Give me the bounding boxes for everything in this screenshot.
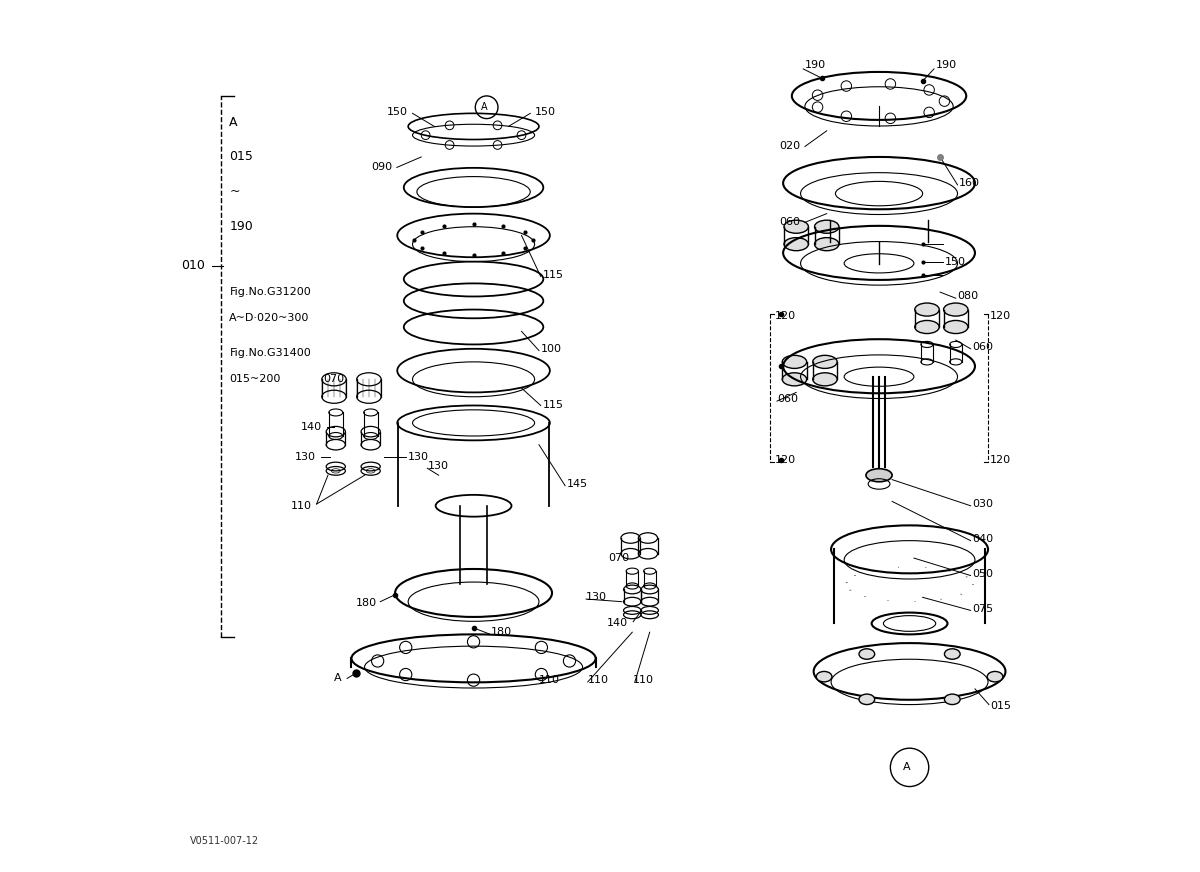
Text: 120: 120 [990, 310, 1010, 321]
Ellipse shape [782, 373, 806, 386]
Text: 115: 115 [544, 400, 564, 411]
Text: A: A [904, 762, 911, 773]
Text: 015~200: 015~200 [229, 374, 281, 385]
Text: 080: 080 [958, 291, 979, 302]
Text: 110: 110 [539, 675, 560, 685]
Text: A~D·020~300: A~D·020~300 [229, 313, 310, 324]
Text: A: A [334, 673, 342, 684]
Text: Fig.No.G31200: Fig.No.G31200 [229, 287, 311, 297]
Text: V0511-007-12: V0511-007-12 [190, 836, 259, 847]
Text: 120: 120 [990, 455, 1010, 466]
Ellipse shape [816, 671, 832, 682]
Text: 100: 100 [541, 344, 562, 354]
Text: 075: 075 [972, 603, 994, 614]
Text: 110: 110 [290, 501, 312, 511]
Ellipse shape [914, 321, 940, 333]
Ellipse shape [812, 356, 838, 369]
Text: 150: 150 [534, 106, 556, 117]
Text: 115: 115 [544, 269, 564, 280]
Text: 060: 060 [779, 217, 799, 228]
Text: A: A [229, 116, 238, 128]
Ellipse shape [944, 649, 960, 659]
Text: 145: 145 [566, 479, 588, 489]
Text: 180: 180 [356, 598, 377, 609]
Text: 120: 120 [774, 310, 796, 321]
Ellipse shape [784, 238, 809, 251]
Text: 030: 030 [972, 499, 994, 509]
Text: A: A [481, 102, 487, 112]
Text: 110: 110 [588, 675, 608, 685]
Text: 160: 160 [959, 178, 980, 188]
Text: 040: 040 [972, 534, 994, 544]
Text: 140: 140 [301, 422, 322, 433]
Text: 060: 060 [972, 342, 994, 352]
Text: 070: 070 [608, 553, 630, 563]
Text: 180: 180 [491, 627, 512, 637]
Text: 150: 150 [946, 256, 966, 267]
Text: 110: 110 [634, 675, 654, 685]
Ellipse shape [914, 303, 940, 316]
Ellipse shape [866, 469, 892, 481]
Text: 015: 015 [991, 701, 1012, 712]
Text: 130: 130 [295, 452, 316, 462]
Text: 090: 090 [372, 162, 392, 173]
Text: Fig.No.G31400: Fig.No.G31400 [229, 348, 311, 358]
Ellipse shape [784, 221, 809, 233]
Ellipse shape [782, 356, 806, 369]
Ellipse shape [988, 671, 1003, 682]
Ellipse shape [859, 694, 875, 705]
Ellipse shape [943, 303, 968, 316]
Text: 015: 015 [229, 151, 253, 163]
Text: 120: 120 [774, 455, 796, 466]
Text: 190: 190 [805, 60, 826, 71]
Ellipse shape [859, 649, 875, 659]
Text: 150: 150 [386, 106, 407, 117]
Text: 010: 010 [181, 260, 205, 272]
Ellipse shape [943, 321, 968, 333]
Text: 070: 070 [324, 374, 344, 385]
Text: 060: 060 [778, 394, 798, 405]
Text: 020: 020 [779, 141, 800, 152]
Ellipse shape [815, 221, 839, 233]
Text: 130: 130 [427, 460, 449, 471]
Text: 140: 140 [607, 618, 628, 629]
Text: 190: 190 [229, 221, 253, 233]
Ellipse shape [944, 694, 960, 705]
Text: ~: ~ [229, 186, 240, 198]
Text: 130: 130 [408, 452, 430, 462]
Text: 190: 190 [936, 60, 956, 71]
Text: 130: 130 [586, 592, 607, 603]
Ellipse shape [815, 238, 839, 251]
Text: 050: 050 [972, 569, 994, 579]
Ellipse shape [812, 373, 838, 386]
